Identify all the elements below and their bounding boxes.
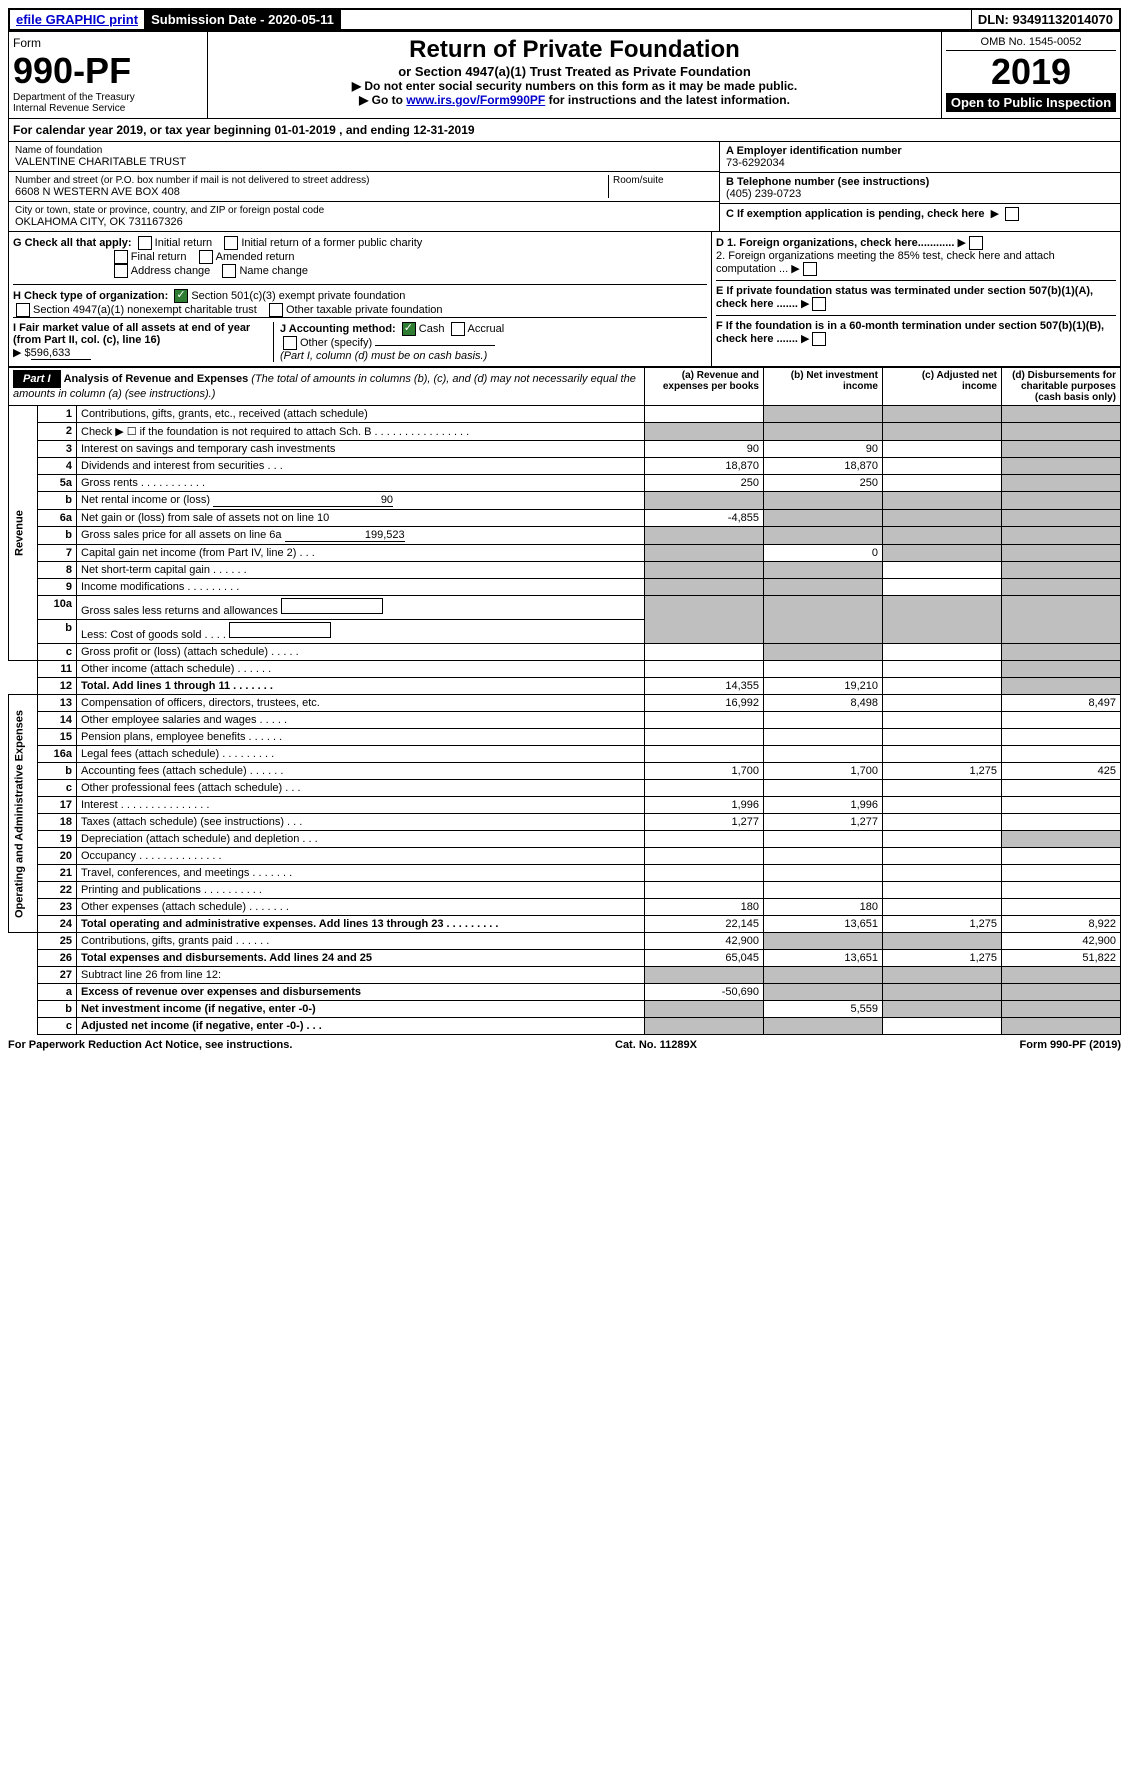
c-label: C If exemption application is pending, c… bbox=[726, 208, 985, 220]
i-label: I Fair market value of all assets at end… bbox=[13, 322, 250, 346]
checks-section: G Check all that apply: Initial return I… bbox=[8, 232, 1121, 367]
dln: DLN: 93491132014070 bbox=[972, 10, 1119, 29]
city-state-zip: OKLAHOMA CITY, OK 731167326 bbox=[15, 216, 713, 228]
h-4947-checkbox[interactable] bbox=[16, 303, 30, 317]
part1-title: Analysis of Revenue and Expenses bbox=[64, 373, 249, 385]
efile-link[interactable]: efile GRAPHIC print bbox=[16, 12, 138, 27]
ein: 73-6292034 bbox=[726, 157, 1114, 169]
addr-label: Number and street (or P.O. box number if… bbox=[15, 175, 608, 186]
footer-left: For Paperwork Reduction Act Notice, see … bbox=[8, 1039, 292, 1051]
open-public: Open to Public Inspection bbox=[946, 93, 1116, 112]
name-label: Name of foundation bbox=[15, 145, 713, 156]
col-b-header: (b) Net investment income bbox=[764, 368, 883, 406]
h-501c3-checkbox[interactable] bbox=[174, 289, 188, 303]
part1-label: Part I bbox=[13, 370, 61, 388]
room-label: Room/suite bbox=[613, 175, 713, 186]
submission-date: Submission Date - 2020-05-11 bbox=[145, 10, 341, 29]
dept: Department of the Treasury bbox=[13, 92, 203, 103]
tax-year: 2019 bbox=[946, 51, 1116, 93]
g-name-change-checkbox[interactable] bbox=[222, 264, 236, 278]
entity-block: Name of foundation VALENTINE CHARITABLE … bbox=[8, 142, 1121, 232]
form-header: Form 990-PF Department of the Treasury I… bbox=[8, 31, 1121, 119]
expenses-sidehead: Operating and Administrative Expenses bbox=[9, 695, 38, 933]
f-checkbox[interactable] bbox=[812, 332, 826, 346]
d2-checkbox[interactable] bbox=[803, 262, 817, 276]
j-label: J Accounting method: bbox=[280, 323, 396, 335]
e-label: E If private foundation status was termi… bbox=[716, 285, 1093, 310]
phone: (405) 239-0723 bbox=[726, 188, 1114, 200]
footer: For Paperwork Reduction Act Notice, see … bbox=[8, 1039, 1121, 1051]
g-addr-change-checkbox[interactable] bbox=[114, 264, 128, 278]
revenue-sidehead: Revenue bbox=[9, 406, 38, 661]
f-label: F If the foundation is in a 60-month ter… bbox=[716, 320, 1104, 345]
part1-table: Part I Analysis of Revenue and Expenses … bbox=[8, 367, 1121, 1035]
instr-2: ▶ Go to www.irs.gov/Form990PF for instru… bbox=[212, 93, 937, 107]
j-note: (Part I, column (d) must be on cash basi… bbox=[280, 350, 487, 362]
i-value: 596,633 bbox=[31, 347, 91, 360]
e-checkbox[interactable] bbox=[812, 297, 826, 311]
footer-right: Form 990-PF (2019) bbox=[1020, 1039, 1121, 1051]
g-label: G Check all that apply: bbox=[13, 237, 132, 249]
g-initial-checkbox[interactable] bbox=[138, 236, 152, 250]
col-c-header: (c) Adjusted net income bbox=[883, 368, 1002, 406]
d1-checkbox[interactable] bbox=[969, 236, 983, 250]
col-a-header: (a) Revenue and expenses per books bbox=[645, 368, 764, 406]
phone-label: B Telephone number (see instructions) bbox=[726, 176, 1114, 188]
c-checkbox[interactable] bbox=[1005, 207, 1019, 221]
ein-label: A Employer identification number bbox=[726, 145, 1114, 157]
instr-1: ▶ Do not enter social security numbers o… bbox=[212, 79, 937, 93]
j-accrual-checkbox[interactable] bbox=[451, 322, 465, 336]
g-amended-checkbox[interactable] bbox=[199, 250, 213, 264]
col-d-header: (d) Disbursements for charitable purpose… bbox=[1002, 368, 1121, 406]
h-other-checkbox[interactable] bbox=[269, 303, 283, 317]
irs-link[interactable]: www.irs.gov/Form990PF bbox=[406, 93, 545, 107]
foundation-name: VALENTINE CHARITABLE TRUST bbox=[15, 156, 713, 168]
top-bar: efile GRAPHIC print Submission Date - 20… bbox=[8, 8, 1121, 31]
city-label: City or town, state or province, country… bbox=[15, 205, 713, 216]
form-word: Form bbox=[13, 36, 203, 50]
g-initial-former-checkbox[interactable] bbox=[224, 236, 238, 250]
calendar-year: For calendar year 2019, or tax year begi… bbox=[8, 119, 1121, 142]
footer-center: Cat. No. 11289X bbox=[615, 1039, 697, 1051]
j-cash-checkbox[interactable] bbox=[402, 322, 416, 336]
d1-label: D 1. Foreign organizations, check here..… bbox=[716, 237, 954, 249]
j-other-checkbox[interactable] bbox=[283, 336, 297, 350]
form-subtitle: or Section 4947(a)(1) Trust Treated as P… bbox=[212, 64, 937, 79]
form-title: Return of Private Foundation bbox=[212, 36, 937, 64]
form-number: 990-PF bbox=[13, 50, 203, 92]
g-final-checkbox[interactable] bbox=[114, 250, 128, 264]
d2-label: 2. Foreign organizations meeting the 85%… bbox=[716, 250, 1055, 275]
h-label: H Check type of organization: bbox=[13, 290, 168, 302]
street-address: 6608 N WESTERN AVE BOX 408 bbox=[15, 186, 608, 198]
irs: Internal Revenue Service bbox=[13, 103, 203, 114]
omb-number: OMB No. 1545-0052 bbox=[946, 36, 1116, 51]
